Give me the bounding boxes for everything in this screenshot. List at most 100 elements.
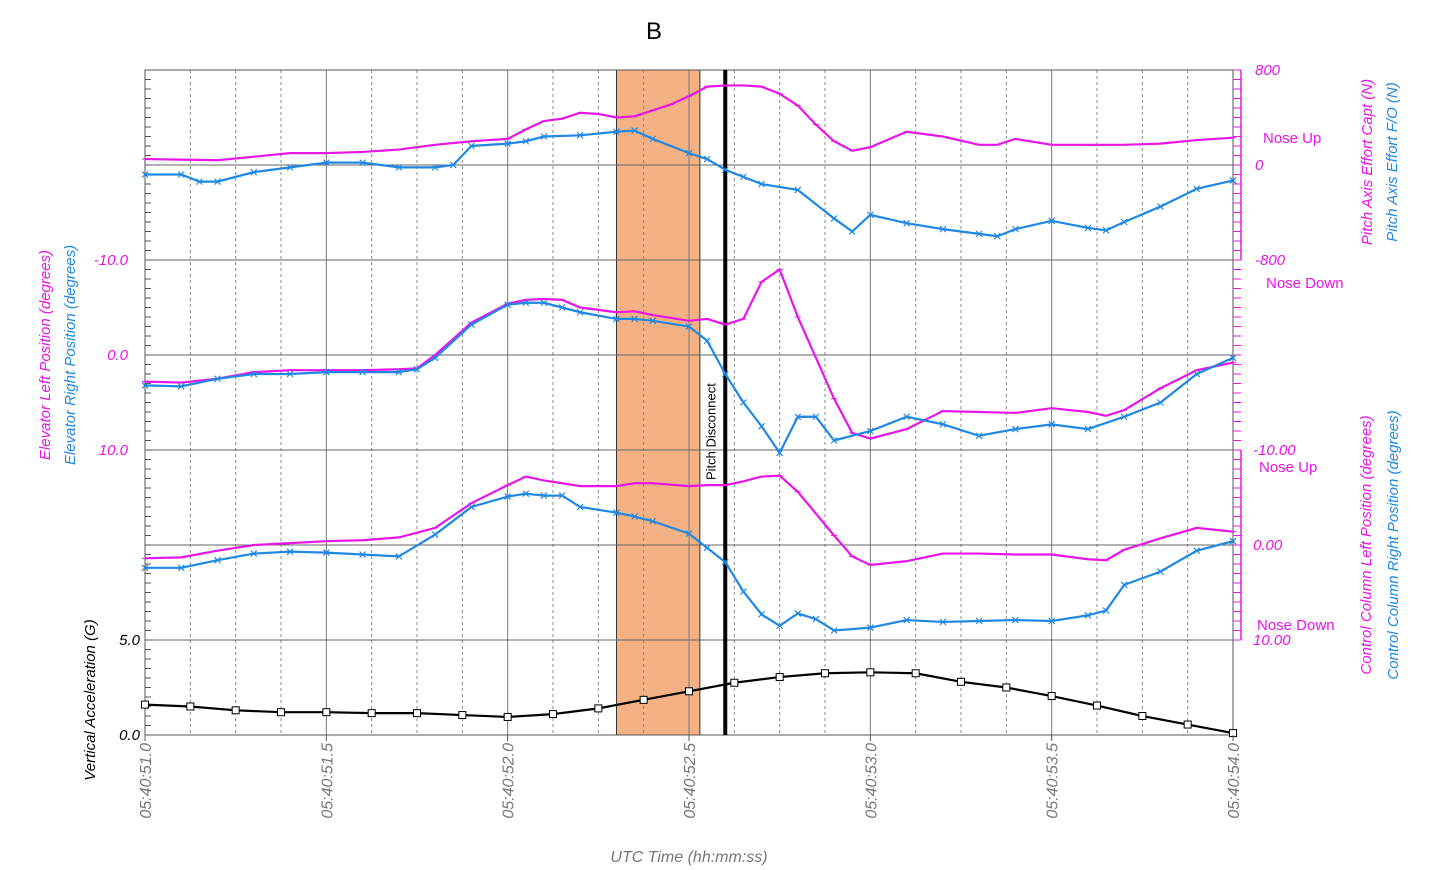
data-point — [794, 186, 802, 194]
left-tick-label: -10.0 — [94, 252, 129, 269]
data-point — [739, 173, 747, 181]
data-point — [186, 702, 195, 711]
data-point — [703, 155, 711, 163]
data-point — [277, 708, 285, 717]
data-point — [540, 492, 548, 500]
series-control-column-1 — [141, 490, 1237, 634]
data-point — [685, 323, 693, 330]
data-point — [214, 375, 221, 383]
data-point — [558, 304, 566, 311]
data-point — [721, 558, 729, 566]
data-point — [1229, 354, 1237, 362]
data-point — [866, 211, 874, 219]
data-point — [758, 422, 765, 430]
data-point — [721, 166, 729, 174]
x-tick-label: 05:40:51.0 — [138, 743, 155, 819]
data-point — [703, 337, 711, 345]
right-tick-label: -800 — [1255, 252, 1286, 269]
data-point — [1120, 581, 1128, 589]
data-point — [1102, 607, 1110, 614]
right-axis-title: Pitch Axis Effort F/O (N) — [1384, 82, 1401, 241]
data-point — [631, 315, 639, 323]
left-axis-title: Elevator Left Position (degrees) — [37, 250, 54, 460]
data-point — [639, 695, 648, 704]
data-point — [359, 368, 367, 376]
data-point — [1048, 217, 1056, 225]
data-point — [775, 673, 784, 682]
x-tick-label: 05:40:54.0 — [1226, 743, 1243, 819]
data-point — [866, 427, 874, 435]
series-vertical-acceleration-0 — [141, 668, 1237, 738]
data-point — [975, 230, 983, 238]
data-point — [1084, 611, 1092, 619]
data-point — [286, 548, 294, 556]
data-point — [413, 709, 421, 718]
highlight-region — [615, 69, 701, 736]
data-point — [776, 449, 784, 457]
data-point — [395, 163, 403, 171]
data-point — [730, 678, 739, 687]
data-point — [431, 354, 439, 362]
data-point — [449, 161, 457, 169]
vertical-grid — [144, 70, 1234, 735]
data-point — [1011, 225, 1019, 233]
data-point — [576, 131, 584, 139]
data-point — [177, 171, 185, 178]
data-point — [141, 564, 149, 572]
data-point — [549, 710, 557, 719]
data-point — [830, 215, 838, 222]
data-point — [250, 370, 258, 378]
data-point — [939, 420, 947, 428]
data-point — [613, 509, 620, 517]
right-tick-label: 0.00 — [1253, 537, 1283, 554]
x-tick-label: 05:40:53.5 — [1045, 743, 1062, 819]
data-point — [758, 180, 765, 188]
data-point — [214, 178, 221, 186]
series-elevator-1 — [141, 299, 1237, 457]
series-pitch-effort-1 — [141, 127, 1237, 240]
data-point — [1157, 568, 1164, 576]
data-point — [195, 178, 203, 186]
data-point — [322, 708, 331, 717]
data-point — [649, 517, 657, 525]
data-point — [685, 149, 693, 157]
data-point — [794, 609, 802, 617]
data-point — [322, 549, 330, 557]
data-point — [467, 321, 475, 329]
series-control-column-0 — [142, 474, 1236, 567]
data-point — [866, 668, 875, 677]
data-point — [558, 492, 566, 500]
data-point — [721, 370, 729, 378]
data-point — [177, 382, 185, 390]
panel-label: B — [646, 18, 663, 45]
data-point — [540, 299, 548, 307]
data-point — [812, 413, 820, 421]
right-tick-label: 0 — [1255, 157, 1264, 174]
data-point — [631, 513, 639, 520]
right-tick-label: 800 — [1255, 62, 1281, 79]
data-point — [939, 225, 947, 233]
series-line — [144, 267, 1234, 440]
x-axis-label: UTC Time (hh:mm:ss) — [610, 849, 767, 866]
data-point — [1138, 712, 1147, 720]
x-tick-label: 05:40:52.0 — [501, 743, 518, 819]
data-point — [1048, 617, 1056, 625]
right-axis-title: Control Column Left Position (degrees) — [1358, 415, 1375, 674]
left-tick-label: 0.0 — [119, 727, 141, 744]
annotation-nose-down: Nose Down — [1266, 275, 1344, 292]
data-point — [286, 163, 294, 171]
data-point — [1193, 547, 1201, 555]
data-point — [576, 503, 584, 511]
data-point — [1084, 425, 1092, 433]
data-point — [1084, 224, 1092, 232]
data-point — [776, 622, 784, 630]
right-axis-title: Pitch Axis Effort Capt (N) — [1359, 79, 1376, 245]
data-point — [367, 709, 376, 718]
data-point — [504, 493, 512, 500]
x-tick-label: 05:40:53.0 — [863, 743, 880, 819]
data-point — [758, 610, 765, 618]
data-point — [1157, 203, 1164, 210]
series-pitch-effort-0 — [142, 84, 1236, 162]
data-point — [903, 219, 911, 227]
data-point — [685, 687, 693, 696]
